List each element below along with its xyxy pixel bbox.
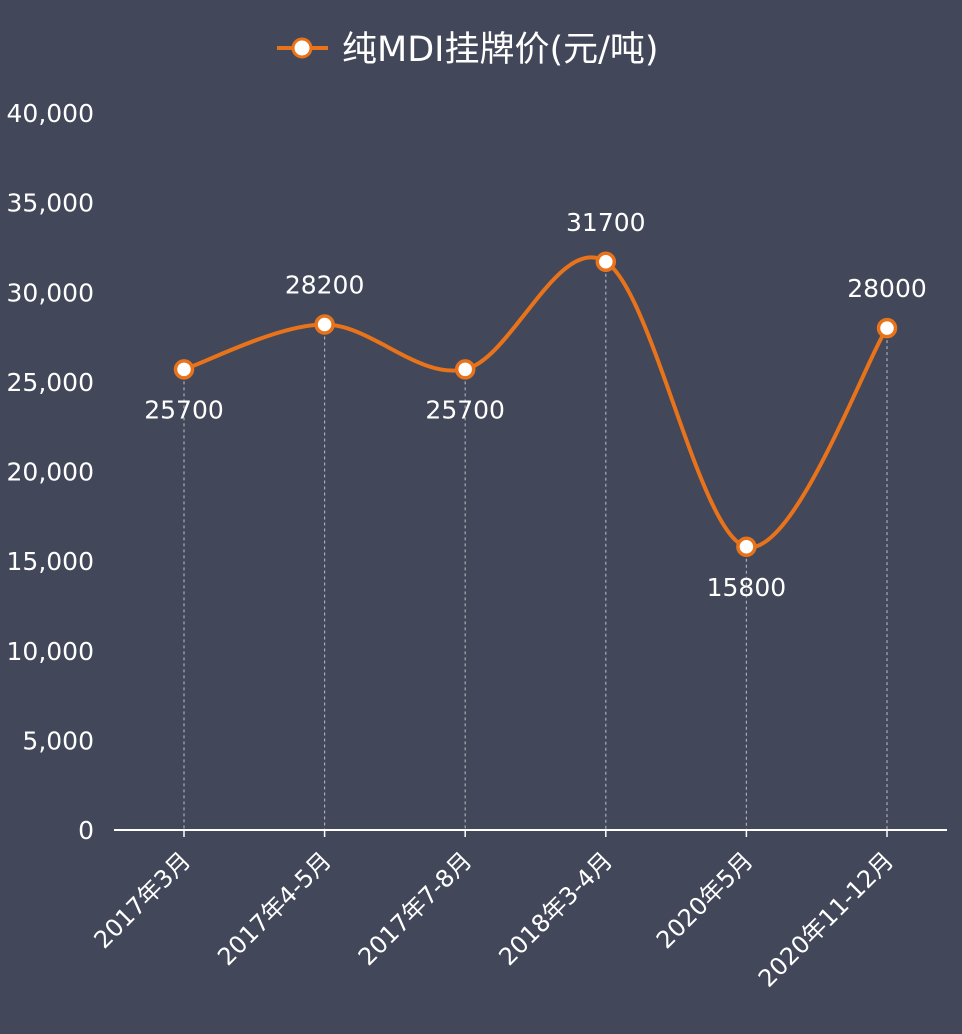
data-point <box>595 251 617 273</box>
y-tick-label: 35,000 <box>7 189 94 218</box>
data-point <box>314 314 335 335</box>
y-tick-label: 20,000 <box>7 458 94 487</box>
data-point <box>736 536 757 558</box>
data-label: 25700 <box>425 395 505 424</box>
y-tick-label: 0 <box>78 816 94 845</box>
y-tick-label: 30,000 <box>7 278 94 307</box>
legend-marker-swatch <box>291 37 313 59</box>
data-label: 25700 <box>144 395 224 424</box>
x-tick-label: 2017年3月 <box>89 846 197 954</box>
x-tick-label: 2018年3-4月 <box>493 846 618 971</box>
legend: 纯MDI挂牌价(元/吨) <box>277 30 659 70</box>
data-label: 15800 <box>707 573 787 602</box>
y-tick-label: 10,000 <box>7 637 94 666</box>
y-tick-label: 15,000 <box>7 547 94 576</box>
drop-lines <box>183 261 888 830</box>
x-axis: 2017年3月 2017年4-5月 2017年7-8月 2018年3-4月 2020年5… <box>89 830 899 993</box>
legend-label: 纯MDI挂牌价(元/吨) <box>342 30 659 70</box>
x-tick-label: 2017年4-5月 <box>212 846 337 971</box>
y-axis: 0 5,000 10,000 15,000 20,000 25,000 30,000 35,0… <box>7 99 94 845</box>
y-tick-label: 5,000 <box>22 726 94 755</box>
data-label: 28200 <box>285 271 365 300</box>
x-tick-label: 2020年11-12月 <box>753 846 899 992</box>
y-tick-label: 25,000 <box>7 368 94 397</box>
data-label: 31700 <box>566 208 646 237</box>
data-point <box>173 359 195 380</box>
x-tick-label: 2017年7-8月 <box>353 846 478 971</box>
data-markers <box>173 251 898 558</box>
data-point <box>454 359 476 380</box>
data-point <box>876 317 898 339</box>
x-tick-label: 2020年5月 <box>651 846 759 954</box>
series-line <box>182 255 889 549</box>
data-labels: 25700 28200 25700 31700 15800 28000 <box>144 208 927 602</box>
y-tick-label: 40,000 <box>7 99 94 128</box>
data-label: 28000 <box>847 274 927 303</box>
